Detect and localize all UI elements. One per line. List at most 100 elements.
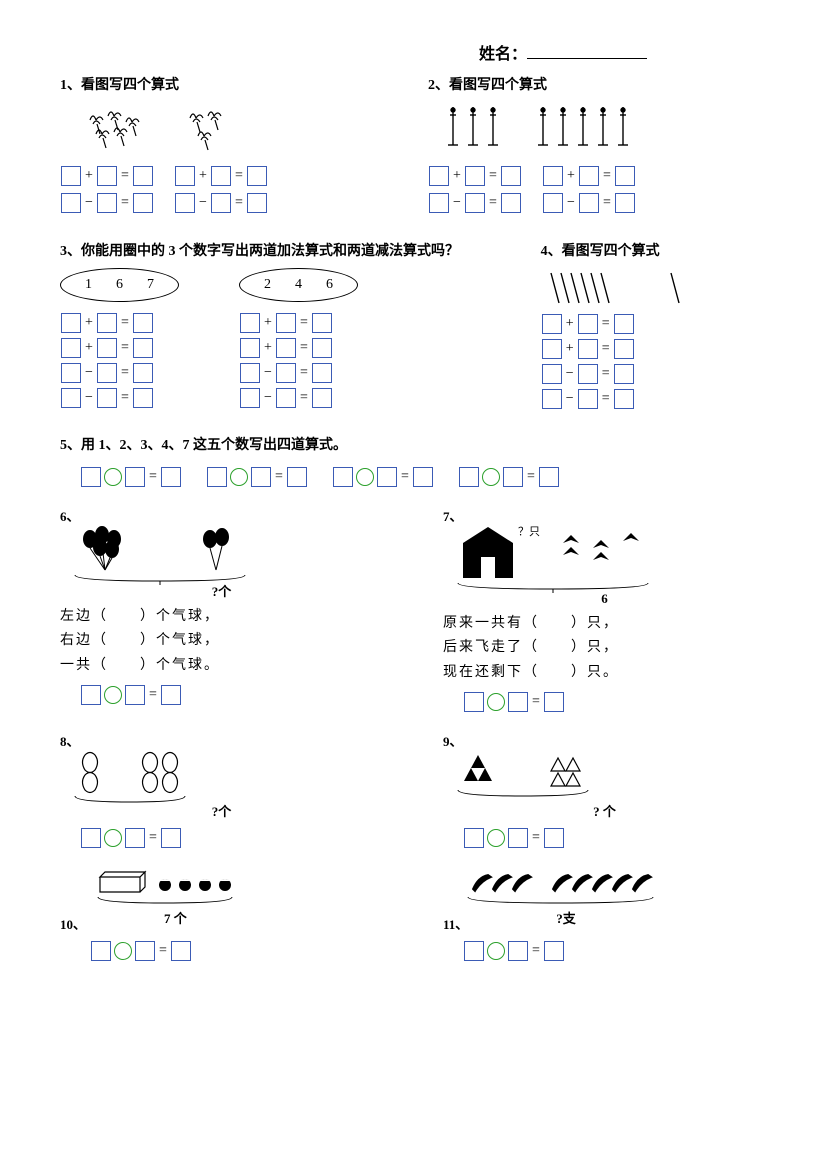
- answer-box[interactable]: [508, 828, 528, 848]
- answer-box[interactable]: [578, 364, 598, 384]
- answer-box[interactable]: [508, 692, 528, 712]
- answer-box[interactable]: [333, 467, 353, 487]
- answer-box[interactable]: [61, 313, 81, 333]
- answer-box[interactable]: [133, 166, 153, 186]
- answer-box[interactable]: [413, 467, 433, 487]
- answer-box[interactable]: [61, 363, 81, 383]
- answer-box[interactable]: [501, 193, 521, 213]
- answer-box[interactable]: [240, 313, 260, 333]
- answer-box[interactable]: [81, 828, 101, 848]
- answer-box[interactable]: [276, 313, 296, 333]
- answer-box[interactable]: [464, 941, 484, 961]
- answer-box[interactable]: [97, 193, 117, 213]
- answer-box[interactable]: [276, 363, 296, 383]
- answer-box[interactable]: [544, 828, 564, 848]
- answer-box[interactable]: [543, 166, 563, 186]
- answer-box[interactable]: [578, 339, 598, 359]
- answer-box[interactable]: [614, 339, 634, 359]
- answer-box[interactable]: [125, 828, 145, 848]
- answer-box[interactable]: [312, 388, 332, 408]
- answer-box[interactable]: [61, 166, 81, 186]
- circle-op[interactable]: [114, 942, 132, 960]
- answer-box[interactable]: [61, 388, 81, 408]
- answer-box[interactable]: [578, 314, 598, 334]
- answer-box[interactable]: [247, 193, 267, 213]
- answer-box[interactable]: [312, 363, 332, 383]
- answer-box[interactable]: [465, 193, 485, 213]
- answer-box[interactable]: [240, 388, 260, 408]
- answer-box[interactable]: [542, 364, 562, 384]
- answer-box[interactable]: [133, 338, 153, 358]
- circle-op[interactable]: [104, 686, 122, 704]
- answer-box[interactable]: [251, 467, 271, 487]
- answer-box[interactable]: [91, 941, 111, 961]
- answer-box[interactable]: [429, 193, 449, 213]
- answer-box[interactable]: [459, 467, 479, 487]
- answer-box[interactable]: [579, 193, 599, 213]
- answer-box[interactable]: [133, 313, 153, 333]
- answer-box[interactable]: [97, 388, 117, 408]
- answer-box[interactable]: [97, 166, 117, 186]
- answer-box[interactable]: [503, 467, 523, 487]
- answer-box[interactable]: [508, 941, 528, 961]
- circle-op[interactable]: [487, 942, 505, 960]
- answer-box[interactable]: [211, 166, 231, 186]
- answer-box[interactable]: [240, 338, 260, 358]
- answer-box[interactable]: [464, 692, 484, 712]
- answer-box[interactable]: [61, 338, 81, 358]
- answer-box[interactable]: [97, 338, 117, 358]
- answer-box[interactable]: [61, 193, 81, 213]
- answer-box[interactable]: [161, 685, 181, 705]
- answer-box[interactable]: [543, 193, 563, 213]
- answer-box[interactable]: [287, 467, 307, 487]
- answer-box[interactable]: [125, 685, 145, 705]
- answer-box[interactable]: [464, 828, 484, 848]
- answer-box[interactable]: [614, 389, 634, 409]
- answer-box[interactable]: [578, 389, 598, 409]
- answer-box[interactable]: [377, 467, 397, 487]
- answer-box[interactable]: [135, 941, 155, 961]
- answer-box[interactable]: [240, 363, 260, 383]
- answer-box[interactable]: [312, 313, 332, 333]
- answer-box[interactable]: [81, 467, 101, 487]
- answer-box[interactable]: [429, 166, 449, 186]
- answer-box[interactable]: [312, 338, 332, 358]
- answer-box[interactable]: [81, 685, 101, 705]
- answer-box[interactable]: [544, 692, 564, 712]
- answer-box[interactable]: [615, 166, 635, 186]
- answer-box[interactable]: [544, 941, 564, 961]
- answer-box[interactable]: [133, 388, 153, 408]
- circle-op[interactable]: [104, 829, 122, 847]
- answer-box[interactable]: [614, 364, 634, 384]
- answer-box[interactable]: [615, 193, 635, 213]
- answer-box[interactable]: [542, 314, 562, 334]
- answer-box[interactable]: [171, 941, 191, 961]
- answer-box[interactable]: [247, 166, 267, 186]
- answer-box[interactable]: [97, 363, 117, 383]
- answer-box[interactable]: [465, 166, 485, 186]
- answer-box[interactable]: [161, 467, 181, 487]
- answer-box[interactable]: [542, 389, 562, 409]
- answer-box[interactable]: [579, 166, 599, 186]
- answer-box[interactable]: [133, 193, 153, 213]
- circle-op[interactable]: [482, 468, 500, 486]
- answer-box[interactable]: [539, 467, 559, 487]
- answer-box[interactable]: [97, 313, 117, 333]
- answer-box[interactable]: [161, 828, 181, 848]
- answer-box[interactable]: [125, 467, 145, 487]
- answer-box[interactable]: [276, 388, 296, 408]
- circle-op[interactable]: [356, 468, 374, 486]
- answer-box[interactable]: [207, 467, 227, 487]
- answer-box[interactable]: [133, 363, 153, 383]
- answer-box[interactable]: [614, 314, 634, 334]
- answer-box[interactable]: [211, 193, 231, 213]
- circle-op[interactable]: [230, 468, 248, 486]
- name-underline[interactable]: [527, 58, 647, 59]
- circle-op[interactable]: [487, 693, 505, 711]
- circle-op[interactable]: [487, 829, 505, 847]
- answer-box[interactable]: [175, 193, 195, 213]
- circle-op[interactable]: [104, 468, 122, 486]
- answer-box[interactable]: [542, 339, 562, 359]
- answer-box[interactable]: [501, 166, 521, 186]
- answer-box[interactable]: [276, 338, 296, 358]
